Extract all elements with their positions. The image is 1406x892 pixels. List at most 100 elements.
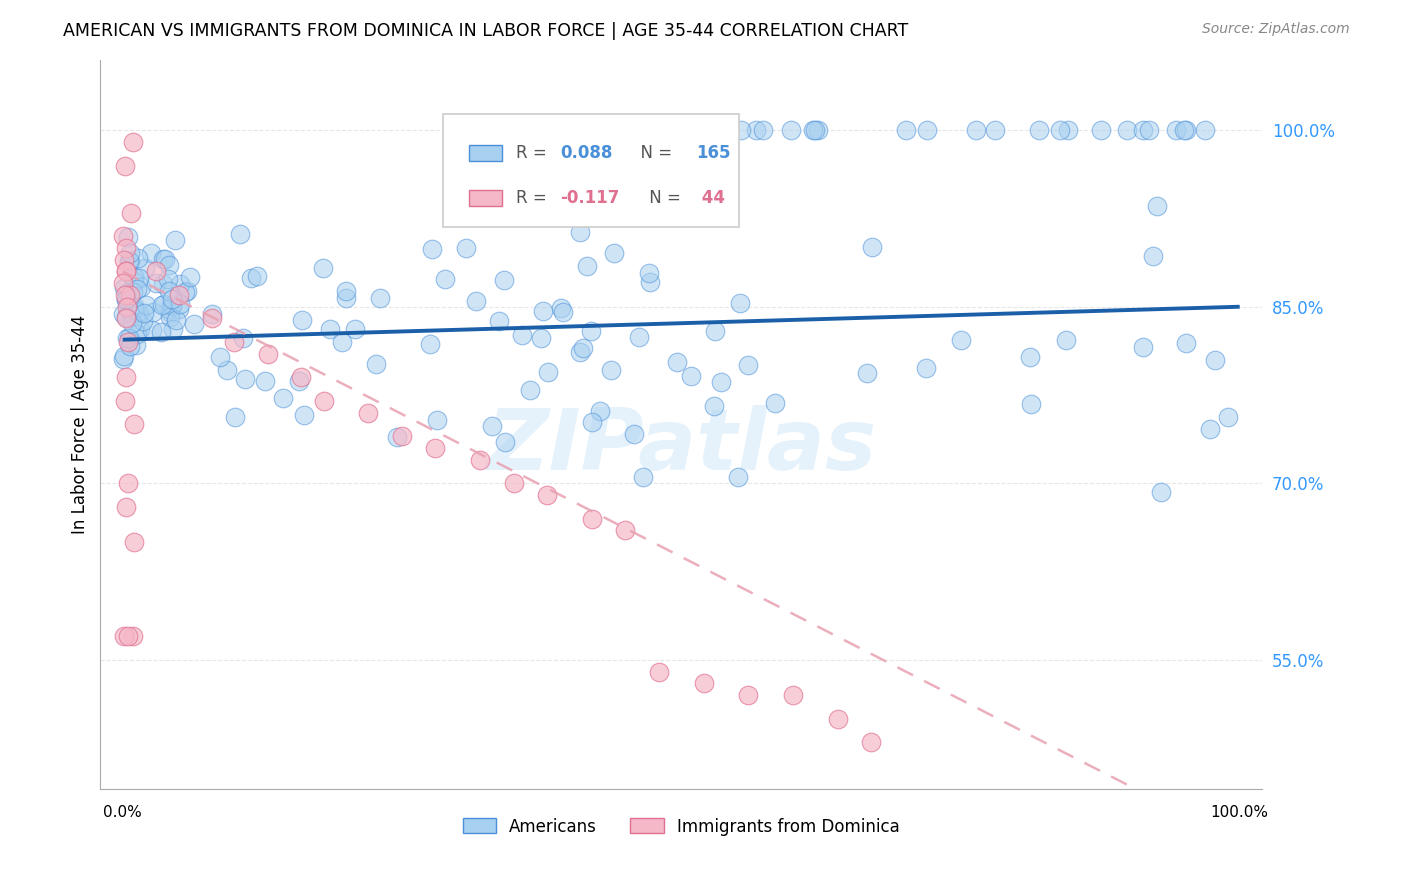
Point xyxy=(159,310,181,324)
Point xyxy=(129,280,152,294)
Point xyxy=(179,269,201,284)
Point xyxy=(125,327,148,342)
Point xyxy=(803,123,825,137)
Point xyxy=(117,229,139,244)
Point xyxy=(257,347,280,361)
Point xyxy=(122,269,145,284)
Point xyxy=(224,334,246,349)
Point xyxy=(780,123,803,137)
Point xyxy=(530,331,553,345)
Point xyxy=(111,352,134,367)
Point xyxy=(1146,199,1168,213)
Point xyxy=(169,277,191,291)
Point xyxy=(335,291,357,305)
Point xyxy=(118,254,141,268)
Text: 100.0%: 100.0% xyxy=(1211,805,1268,820)
Point xyxy=(519,384,541,398)
Point xyxy=(240,271,263,285)
Point xyxy=(176,284,198,298)
Point xyxy=(292,408,315,422)
Point xyxy=(894,123,917,137)
Point xyxy=(419,337,441,351)
Point xyxy=(201,308,224,322)
Point xyxy=(122,275,145,289)
Point xyxy=(860,735,883,749)
Point xyxy=(159,305,181,319)
Point xyxy=(120,288,142,302)
Point xyxy=(1054,333,1077,347)
Point xyxy=(142,305,165,319)
Point xyxy=(160,292,183,306)
Point xyxy=(115,300,138,314)
Point xyxy=(128,308,150,322)
Point xyxy=(827,712,849,726)
Point xyxy=(115,310,138,324)
Point xyxy=(581,415,603,429)
Point xyxy=(152,296,174,310)
Point xyxy=(229,227,252,242)
Point xyxy=(420,242,443,256)
Point xyxy=(114,288,136,302)
Point xyxy=(488,314,510,328)
Point xyxy=(710,375,733,389)
Point xyxy=(115,293,138,307)
Text: N =: N = xyxy=(644,189,686,208)
Point xyxy=(370,291,392,305)
Point xyxy=(1018,351,1040,365)
Point xyxy=(343,322,366,336)
Point xyxy=(1019,397,1042,411)
Point xyxy=(727,470,749,484)
Point xyxy=(201,311,224,326)
Point xyxy=(128,270,150,285)
Point xyxy=(160,298,183,312)
Point xyxy=(1057,123,1080,137)
Point xyxy=(160,299,183,313)
Point xyxy=(134,261,156,276)
Point xyxy=(737,688,759,702)
Point xyxy=(127,304,149,318)
Point xyxy=(536,488,558,502)
Point xyxy=(167,288,190,302)
Text: 44: 44 xyxy=(696,189,725,208)
Point xyxy=(150,298,173,312)
Point xyxy=(208,350,231,364)
Point xyxy=(603,245,626,260)
Bar xyxy=(468,190,502,206)
Text: 165: 165 xyxy=(696,145,730,162)
Point xyxy=(494,434,516,449)
Point xyxy=(120,339,142,353)
Point xyxy=(157,258,180,272)
Point xyxy=(915,123,938,137)
Point xyxy=(232,331,254,345)
Point xyxy=(804,123,827,137)
Point xyxy=(1164,123,1187,137)
Point xyxy=(311,260,333,275)
Point xyxy=(679,368,702,383)
Point xyxy=(115,286,138,301)
Point xyxy=(627,330,650,344)
Point xyxy=(569,345,592,359)
Point xyxy=(983,123,1005,137)
Point xyxy=(357,406,380,420)
Point xyxy=(751,123,773,137)
Point xyxy=(553,305,575,319)
Point xyxy=(291,312,314,326)
Point xyxy=(121,629,143,643)
Point xyxy=(550,301,572,315)
Point xyxy=(118,245,141,260)
Point xyxy=(122,535,145,549)
Point xyxy=(1132,340,1154,354)
Point xyxy=(120,205,142,219)
Point xyxy=(425,441,447,455)
Point xyxy=(120,253,142,268)
Point xyxy=(124,301,146,316)
Point xyxy=(1216,409,1239,424)
Point xyxy=(114,292,136,306)
Point xyxy=(114,241,136,255)
Point xyxy=(385,430,408,444)
Point xyxy=(745,123,768,137)
Point xyxy=(575,260,598,274)
Point xyxy=(174,285,197,299)
Point xyxy=(510,328,533,343)
Point xyxy=(494,273,516,287)
